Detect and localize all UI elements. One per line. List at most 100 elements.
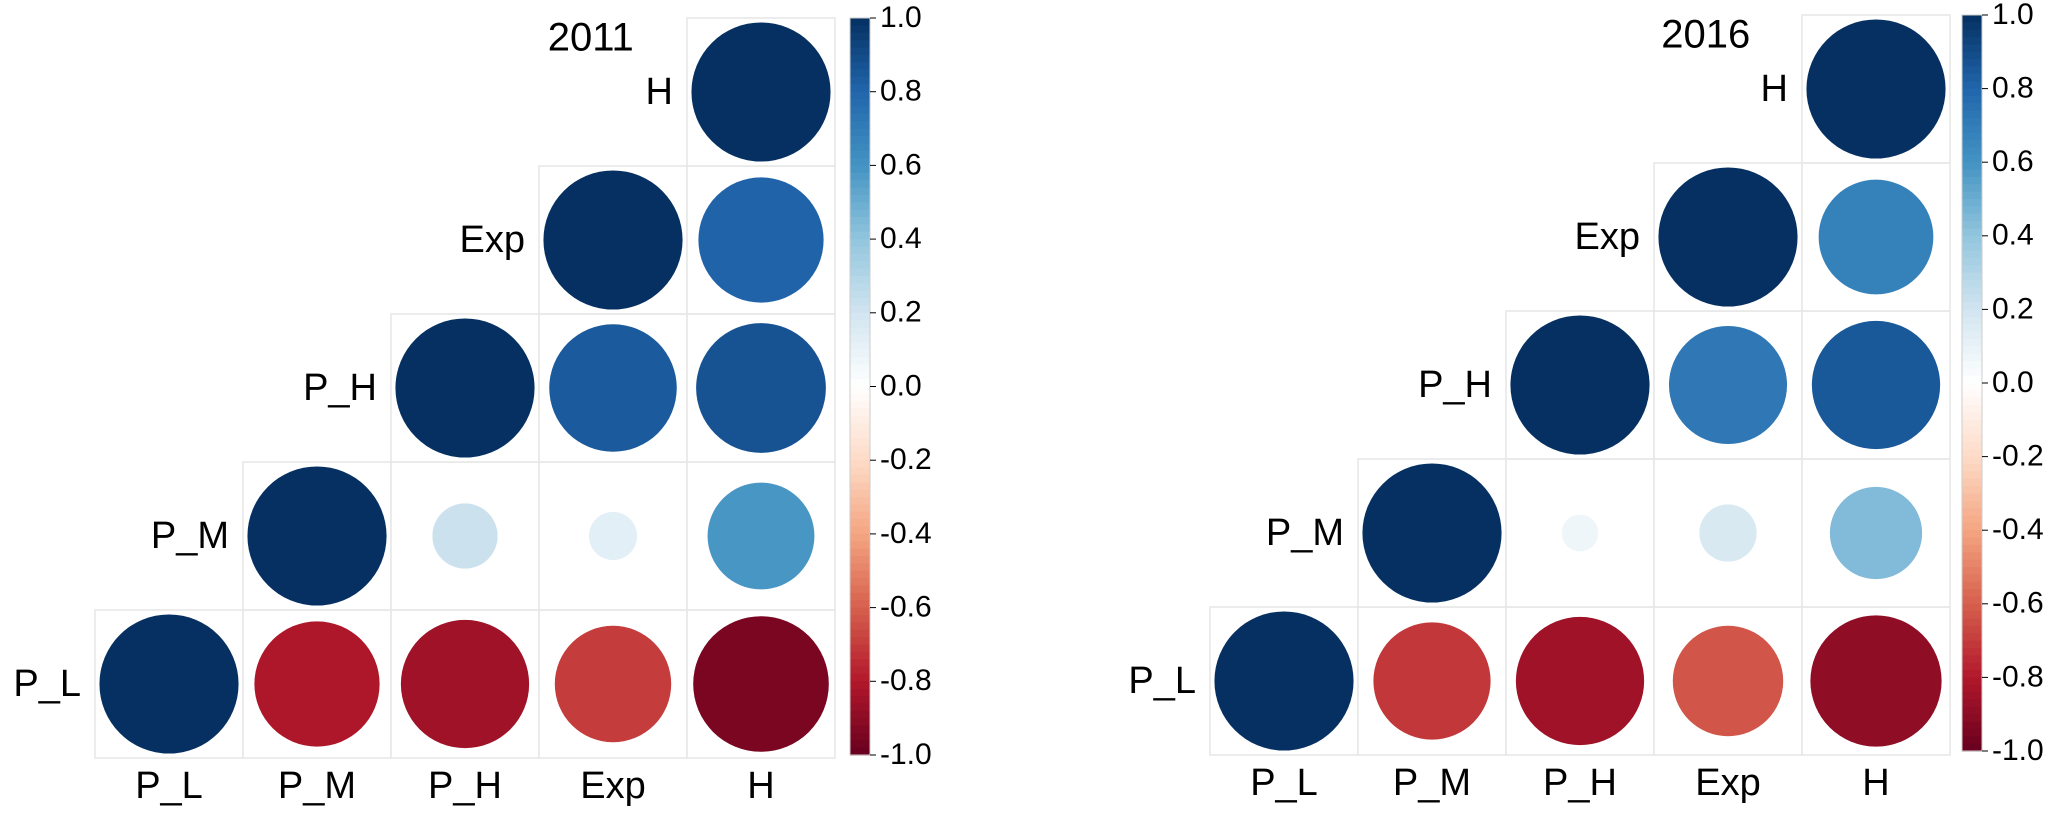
colorbar-segment bbox=[850, 32, 870, 41]
colorbar-segment bbox=[1962, 37, 1982, 46]
corrplot-2016: 2016 P_L P_M P_H Exp H P_L P_M P_H Exp H -1.0 -0.8 -0… bbox=[1128, 0, 2043, 804]
col-label-Exp: Exp bbox=[580, 765, 645, 807]
corr-circle-P_M-P_M bbox=[1362, 463, 1502, 603]
colorbar-segment bbox=[850, 570, 870, 579]
colorbar-segment bbox=[850, 637, 870, 646]
colorbar-segment bbox=[1962, 316, 1982, 325]
chart-title: 2016 bbox=[1661, 13, 1750, 57]
colorbar-segment bbox=[1962, 184, 1982, 193]
colorbar-segment bbox=[1962, 478, 1982, 487]
colorbar-tick-label: -0.4 bbox=[880, 517, 932, 550]
colorbar-segment bbox=[1962, 176, 1982, 185]
corr-circle-Exp-Exp bbox=[1658, 167, 1798, 307]
colorbar-segment bbox=[850, 158, 870, 166]
colorbar-segment bbox=[850, 180, 870, 189]
colorbar-segment bbox=[850, 379, 870, 388]
colorbar-segment bbox=[850, 467, 870, 476]
colorbar-segment bbox=[1962, 272, 1982, 281]
colorbar-segment bbox=[850, 747, 870, 756]
colorbar-segment bbox=[850, 519, 870, 528]
colorbar-tick-label: 0.2 bbox=[880, 296, 922, 329]
row-label-P_M: P_M bbox=[151, 515, 229, 557]
colorbar-segment bbox=[1962, 721, 1982, 730]
colorbar-segment bbox=[850, 504, 870, 513]
colorbar-segment bbox=[850, 629, 870, 638]
colorbar-segment bbox=[1962, 331, 1982, 340]
colorbar-segment bbox=[1962, 515, 1982, 524]
colorbar-segment bbox=[850, 489, 870, 498]
colorbar-segment bbox=[850, 25, 870, 34]
colorbar-segment bbox=[850, 121, 870, 130]
row-label-Exp: Exp bbox=[460, 219, 525, 261]
colorbar-segment bbox=[1962, 95, 1982, 104]
colorbar-segment bbox=[1962, 110, 1982, 119]
colorbar-tick-label: -0.4 bbox=[1992, 513, 2044, 546]
colorbar-segment bbox=[1962, 169, 1982, 178]
colorbar-segment bbox=[1962, 714, 1982, 723]
colorbar-segment bbox=[850, 732, 870, 741]
colorbar-segment bbox=[850, 541, 870, 550]
colorbar-segment bbox=[1962, 596, 1982, 605]
colorbar-segment bbox=[850, 592, 870, 601]
corr-circle-H-H bbox=[1806, 19, 1946, 159]
corrplot-2011: 2011 P_L P_M P_H Exp H P_L P_M P_H Exp H -1.0 -0.8 -0… bbox=[13, 1, 931, 807]
colorbar-tick-label: -0.2 bbox=[880, 443, 932, 476]
grid-cell bbox=[538, 461, 688, 611]
colorbar-segment bbox=[850, 740, 870, 749]
colorbar-segment bbox=[1962, 728, 1982, 737]
colorbar-segment bbox=[1962, 736, 1982, 745]
colorbar-segment bbox=[850, 275, 870, 284]
corr-circle-P_M-P_H bbox=[432, 503, 498, 569]
corr-circle-P_L-P_M bbox=[1373, 622, 1491, 740]
corr-circle-P_L-H bbox=[693, 616, 829, 752]
colorbar-segment bbox=[1962, 360, 1982, 369]
colorbar-segment bbox=[850, 386, 870, 395]
colorbar-segment bbox=[850, 666, 870, 675]
colorbar-segment bbox=[850, 305, 870, 314]
colorbar-segment bbox=[1962, 603, 1982, 612]
colorbar-segment bbox=[850, 216, 870, 225]
colorbar-tick-label: 1.0 bbox=[880, 1, 922, 34]
colorbar-segment bbox=[1962, 199, 1982, 207]
colorbar-segment bbox=[850, 614, 870, 623]
colorbar-segment bbox=[1962, 449, 1982, 458]
colorbar-segment bbox=[1962, 191, 1982, 200]
colorbar-segment bbox=[850, 357, 870, 365]
colorbar-segment bbox=[850, 423, 870, 432]
colorbar-segment bbox=[850, 91, 870, 100]
colorbar-segment bbox=[850, 607, 870, 616]
colorbar-tick-label: -1.0 bbox=[880, 738, 932, 771]
colorbar-tick-label: 0.0 bbox=[880, 369, 922, 402]
colorbar-segment bbox=[850, 99, 870, 108]
colorbar-segment bbox=[1962, 655, 1982, 664]
colorbar-segment bbox=[850, 585, 870, 594]
colorbar-segment bbox=[1962, 125, 1982, 134]
colorbar-segment bbox=[1962, 552, 1982, 561]
colorbar-segment bbox=[1962, 559, 1982, 568]
colorbar-segment bbox=[1962, 670, 1982, 678]
colorbar-segment bbox=[1962, 493, 1982, 502]
colorbar-segment bbox=[850, 703, 870, 712]
colorbar-tick-label: 0.4 bbox=[880, 222, 922, 255]
colorbar-segment bbox=[850, 430, 870, 439]
corr-circle-P_M-Exp bbox=[1699, 504, 1757, 562]
colorbar-segment bbox=[850, 563, 870, 572]
colorbar-segment bbox=[850, 438, 870, 447]
colorbar-segment bbox=[850, 725, 870, 734]
colorbar-segment bbox=[1962, 441, 1982, 450]
colorbar-tick-label: 0.6 bbox=[1992, 145, 2034, 178]
colorbar-segment bbox=[1962, 103, 1982, 112]
colorbar-segment bbox=[1962, 324, 1982, 333]
colorbar-segment bbox=[1962, 633, 1982, 642]
colorbar-segment bbox=[1962, 537, 1982, 546]
colorbar-segment bbox=[1962, 66, 1982, 75]
colorbar-segment bbox=[1962, 213, 1982, 222]
row-label-P_L: P_L bbox=[1128, 660, 1196, 702]
colorbar-segment bbox=[850, 408, 870, 417]
colorbar-segment bbox=[1962, 508, 1982, 517]
row-label-P_M: P_M bbox=[1266, 512, 1344, 554]
colorbar-segment bbox=[850, 69, 870, 78]
col-label-P_M: P_M bbox=[278, 765, 356, 807]
row-label-H: H bbox=[646, 71, 673, 113]
colorbar-segment bbox=[850, 312, 870, 321]
